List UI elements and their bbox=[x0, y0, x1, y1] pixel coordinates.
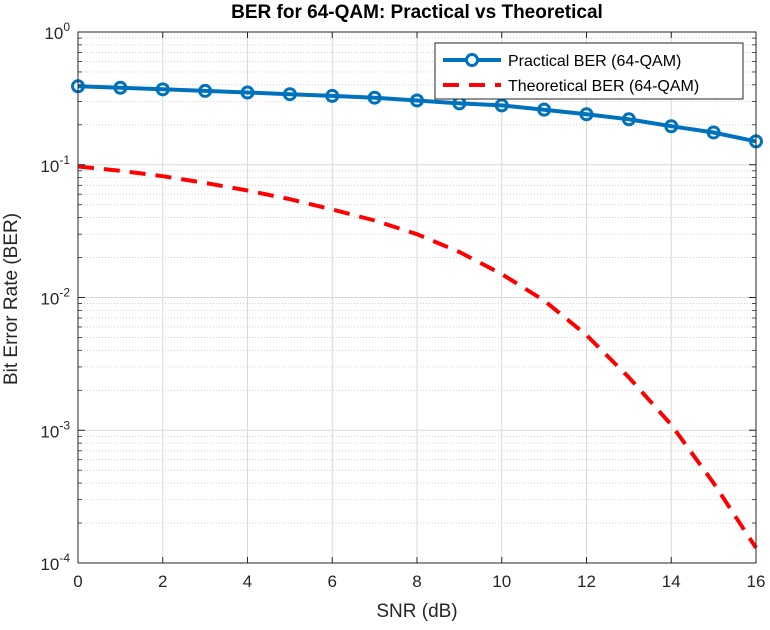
practical-ber-point bbox=[579, 107, 594, 122]
theoretical-ber-line bbox=[77, 164, 758, 549]
practical-ber-point bbox=[664, 119, 679, 134]
practical-ber-point bbox=[494, 98, 509, 113]
tick-labels: 0 2 4 6 8 10 12 14 16 10-4 10-3 10-2 10-1 100 bbox=[40, 20, 765, 591]
x-tick-label: 8 bbox=[412, 572, 421, 591]
practical-ber-point bbox=[410, 93, 424, 108]
x-tick-label: 2 bbox=[158, 572, 167, 591]
legend-label-theoretical: Theoretical BER (64-QAM) bbox=[508, 78, 699, 95]
practical-ber-point bbox=[367, 90, 382, 105]
legend-marker-practical bbox=[465, 53, 479, 67]
practical-ber-point bbox=[240, 85, 255, 100]
y-tick-label: 100 bbox=[44, 20, 70, 43]
tick-marks bbox=[77, 31, 757, 564]
y-tick-label: 10-2 bbox=[40, 286, 70, 309]
practical-ber-point bbox=[113, 80, 128, 95]
practical-ber-point bbox=[155, 82, 170, 97]
practical-ber-point bbox=[325, 88, 340, 103]
x-axis-title: SNR (dB) bbox=[376, 601, 457, 622]
x-tick-label: 0 bbox=[73, 572, 82, 591]
practical-ber-point bbox=[706, 125, 721, 140]
chart-title: BER for 64-QAM: Practical vs Theoretical bbox=[231, 2, 603, 23]
x-tick-label: 6 bbox=[328, 572, 337, 591]
y-tick-label: 10-4 bbox=[40, 551, 70, 574]
practical-ber-point bbox=[282, 87, 297, 102]
y-axis-title: Bit Error Rate (BER) bbox=[1, 213, 22, 385]
legend-box bbox=[434, 42, 744, 100]
y-tick-label: 10-3 bbox=[40, 418, 70, 441]
x-tick-label: 12 bbox=[577, 572, 596, 591]
y-tick-label: 10-1 bbox=[40, 153, 70, 176]
x-tick-label: 4 bbox=[243, 572, 252, 591]
x-tick-label: 14 bbox=[662, 572, 681, 591]
x-tick-label: 16 bbox=[747, 572, 766, 591]
legend-label-practical: Practical BER (64-QAM) bbox=[508, 53, 681, 70]
practical-ber-line bbox=[77, 84, 757, 144]
legend: Practical BER (64-QAM) Theoretical BER (… bbox=[434, 42, 744, 100]
x-tick-label: 10 bbox=[492, 572, 511, 591]
practical-ber-point bbox=[198, 83, 213, 98]
series-layer bbox=[71, 79, 763, 549]
practical-ber-point bbox=[537, 102, 552, 117]
practical-ber-point bbox=[621, 112, 636, 127]
